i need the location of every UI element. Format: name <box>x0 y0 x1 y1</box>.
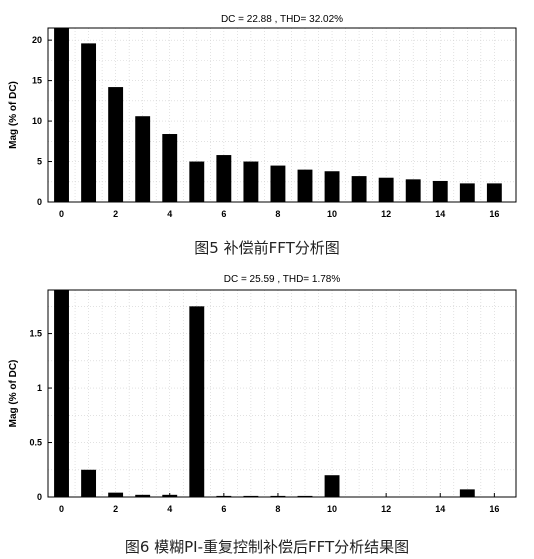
y-tick-label: 15 <box>32 76 42 86</box>
plot-frame <box>47 289 517 498</box>
x-tick-label: 10 <box>327 504 337 514</box>
figure-6-caption: 图6 模糊PI-重复控制补偿后FFT分析结果图 <box>124 538 410 556</box>
bar-h1 <box>81 43 97 203</box>
bar-h10 <box>324 171 340 202</box>
bar-h15 <box>459 489 475 497</box>
x-tick-label: 12 <box>381 504 391 514</box>
y-axis-label: Mag (% of DC) <box>8 81 19 149</box>
bar-h7 <box>243 161 259 202</box>
bar-h16 <box>486 183 502 202</box>
x-tick-label: 16 <box>489 209 499 219</box>
bar-h5 <box>189 306 205 497</box>
bar-h14 <box>432 180 448 202</box>
bar-h8 <box>270 165 286 202</box>
bar-h2 <box>108 87 124 202</box>
plot-frame <box>47 27 517 203</box>
chart-title: DC = 22.88 , THD= 32.02% <box>221 14 343 25</box>
bar-h6 <box>216 155 232 202</box>
x-tick-label: 6 <box>221 209 226 219</box>
x-tick-label: 14 <box>435 209 445 219</box>
x-tick-label: 6 <box>221 504 226 514</box>
bar-h15 <box>459 183 475 202</box>
y-tick-label: 10 <box>32 116 42 126</box>
bar-h4 <box>162 134 178 202</box>
chart-title: DC = 25.59 , THD= 1.78% <box>224 274 341 285</box>
y-tick-label: 0.5 <box>29 438 42 448</box>
x-tick-label: 2 <box>113 209 118 219</box>
x-tick-label: 10 <box>327 209 337 219</box>
bar-h12 <box>378 177 394 202</box>
y-axis-label: Mag (% of DC) <box>8 360 19 428</box>
x-tick-label: 14 <box>435 504 445 514</box>
chart-1: 0 2 4 6 8 10 12 14 16 0 5 10 15 20 DC = 22.88 , THD= 3… <box>8 14 517 219</box>
figure-5-caption: 图5 补偿前FFT分析图 <box>194 239 340 257</box>
x-tick-label: 0 <box>59 504 64 514</box>
x-tick-label: 4 <box>167 209 172 219</box>
x-tick-label: 8 <box>275 504 280 514</box>
bar-h9 <box>297 169 313 202</box>
y-tick-label: 1 <box>37 383 42 393</box>
y-tick-label: 0 <box>37 492 42 502</box>
bar-h9 <box>297 495 313 497</box>
y-tick-label: 20 <box>32 35 42 45</box>
y-tick-label: 1.5 <box>29 329 42 339</box>
bar-h3 <box>135 116 151 202</box>
chart-2: 0 2 4 6 8 10 12 14 16 0 0.5 1 1.5 DC = 25.59 , THD= 1… <box>8 274 517 514</box>
bar-h0 <box>54 28 69 202</box>
x-tick-label: 4 <box>167 504 172 514</box>
bar-h10 <box>324 475 340 497</box>
bar-h3 <box>135 494 151 497</box>
x-tick-label: 12 <box>381 209 391 219</box>
bar-h0 <box>54 290 69 497</box>
x-tick-label: 8 <box>275 209 280 219</box>
x-tick-label: 2 <box>113 504 118 514</box>
bar-h5 <box>189 161 205 202</box>
bar-h1 <box>81 469 97 497</box>
y-tick-label: 5 <box>37 157 42 167</box>
x-tick-label: 16 <box>489 504 499 514</box>
x-tick-label: 0 <box>59 209 64 219</box>
y-tick-label: 0 <box>37 197 42 207</box>
bar-h7 <box>243 495 259 497</box>
bar-h11 <box>351 176 367 202</box>
bar-h13 <box>405 179 421 202</box>
